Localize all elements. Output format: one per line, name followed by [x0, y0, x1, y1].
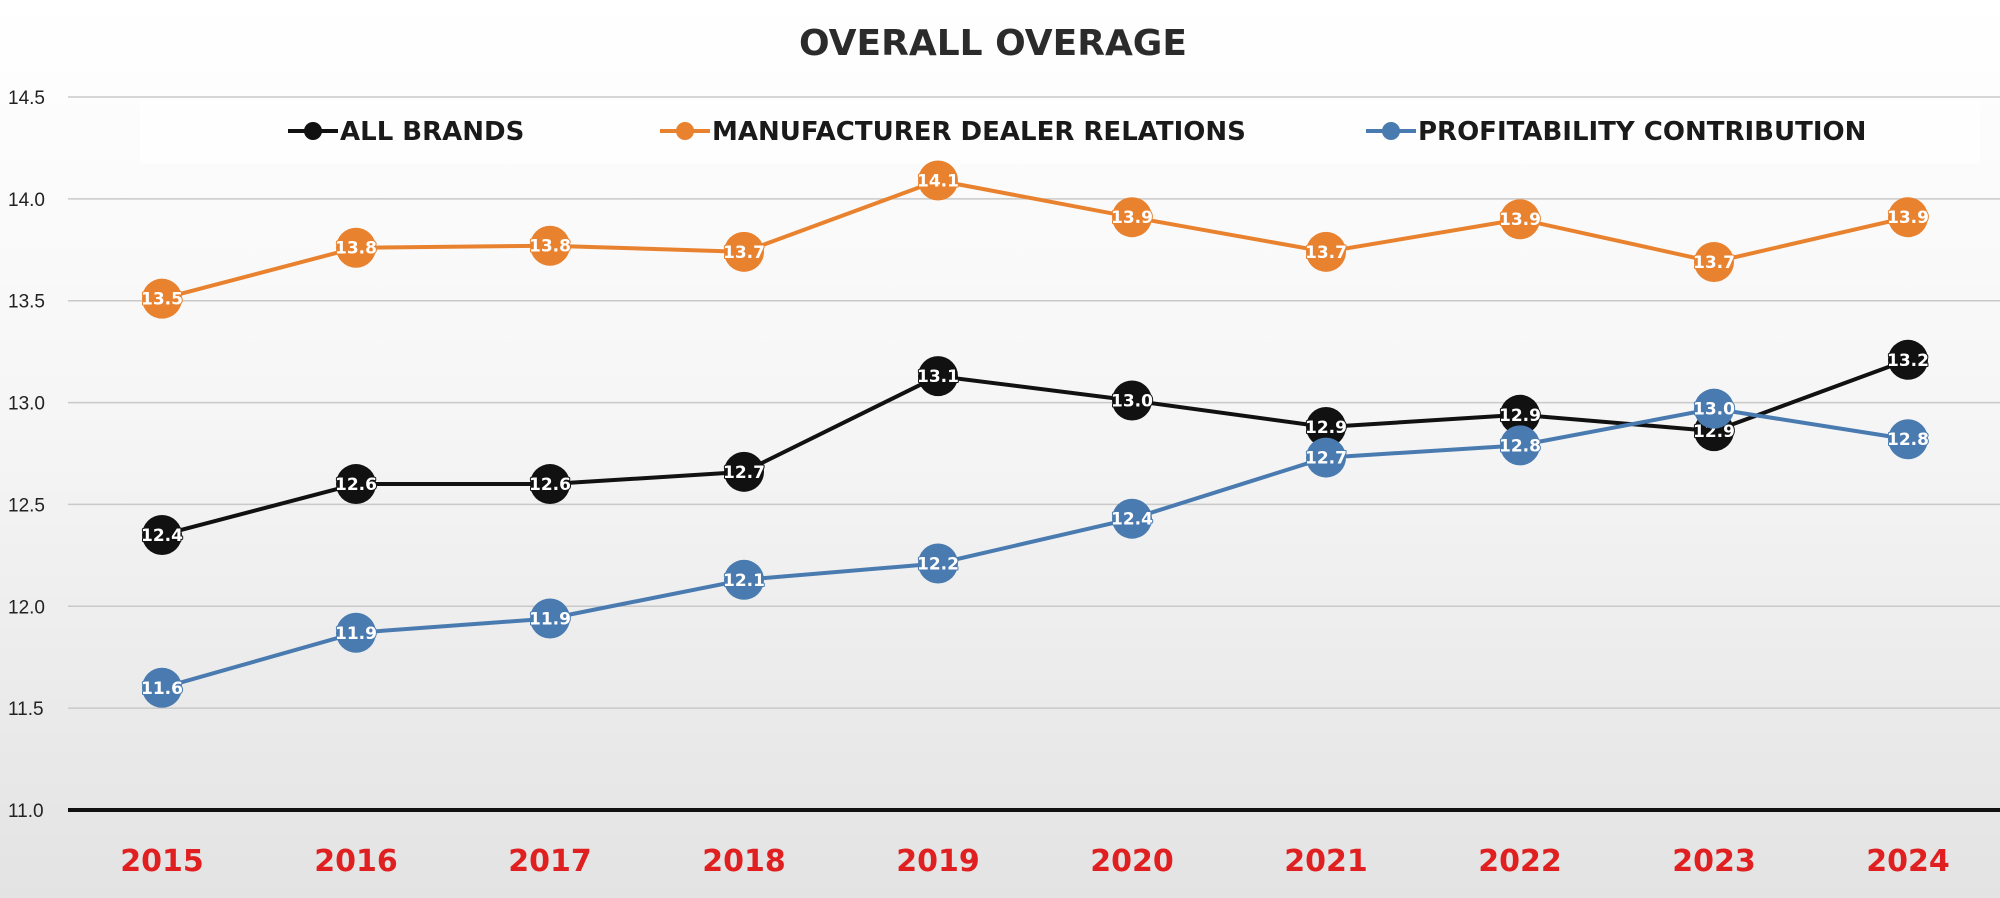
x-tick-label: 2020	[1090, 844, 1174, 879]
chart-title: OVERALL OVERAGE	[799, 23, 1187, 64]
legend-label: ALL BRANDS	[340, 117, 524, 147]
series-group: 11.6 11.9 11.9 12.1 12.2 12.4 12.7 12.8 13.0 12.8	[140, 388, 1930, 708]
y-axis-ticks: 11.0 11.5 12.0 12.5 13.0 13.5 14.0 14.5	[8, 88, 45, 822]
data-point	[1888, 197, 1928, 238]
data-point	[1500, 394, 1540, 435]
series-line	[161, 406, 1909, 690]
data-label: 13.0	[1111, 392, 1153, 412]
data-label: 13.7	[723, 243, 765, 263]
y-tick-label: 12.0	[8, 597, 45, 618]
data-point	[724, 231, 764, 272]
data-point	[724, 559, 764, 600]
data-point	[336, 612, 376, 653]
data-point	[530, 598, 570, 639]
y-tick-label: 14.0	[8, 190, 45, 211]
data-point	[1694, 242, 1734, 283]
data-label: 13.9	[1111, 208, 1153, 228]
data-label: 12.8	[1887, 430, 1929, 450]
data-label: 12.7	[723, 463, 765, 483]
data-label: 13.0	[1693, 400, 1735, 420]
y-tick-label: 12.5	[8, 495, 45, 516]
legend-item: MANUFACTURER DEALER RELATIONS	[660, 117, 1246, 147]
data-label: 12.4	[141, 526, 183, 546]
data-point	[336, 227, 376, 268]
data-point	[1306, 437, 1346, 478]
data-point	[142, 278, 182, 319]
data-label: 13.7	[1305, 243, 1347, 263]
legend-background	[140, 100, 1980, 164]
data-label: 12.6	[529, 475, 571, 495]
series-line	[161, 178, 1909, 301]
data-label: 12.7	[1305, 449, 1347, 469]
data-label: 12.9	[1499, 406, 1541, 426]
data-point	[918, 356, 958, 397]
data-point	[336, 464, 376, 505]
data-point	[1306, 407, 1346, 448]
data-label: 13.5	[141, 290, 183, 310]
y-tick-label: 11.5	[8, 699, 44, 720]
data-label: 13.1	[917, 367, 959, 387]
x-tick-label: 2023	[1672, 844, 1756, 879]
series-group: 13.5 13.8 13.8 13.7 14.1 13.9 13.7 13.9 13.7 13.9	[140, 160, 1930, 319]
data-label: 14.1	[917, 172, 959, 192]
data-point	[530, 225, 570, 266]
data-label: 13.2	[1887, 351, 1929, 371]
data-point	[918, 543, 958, 584]
legend: ALL BRANDS MANUFACTURER DEALER RELATIONS P…	[288, 117, 1866, 147]
data-point	[142, 667, 182, 708]
data-point	[1500, 199, 1540, 240]
data-label: 11.9	[335, 624, 377, 644]
x-tick-label: 2016	[314, 844, 398, 879]
data-label: 12.4	[1111, 510, 1153, 530]
legend-swatch-marker	[1382, 122, 1400, 140]
data-point	[1112, 197, 1152, 238]
data-label: 11.9	[529, 610, 571, 630]
legend-swatch-marker	[676, 122, 694, 140]
data-label: 12.9	[1305, 418, 1347, 438]
x-tick-label: 2022	[1478, 844, 1562, 879]
x-tick-label: 2021	[1284, 844, 1368, 879]
x-tick-label: 2017	[508, 844, 592, 879]
legend-item: PROFITABILITY CONTRIBUTION	[1366, 117, 1866, 147]
x-axis-ticks: 2015 2016 2017 2018 2019 2020 2021 2022 2023 2024	[120, 844, 1950, 879]
legend-swatch-marker	[304, 122, 322, 140]
x-tick-label: 2018	[702, 844, 786, 879]
data-label: 12.6	[335, 475, 377, 495]
data-point	[1112, 498, 1152, 539]
data-label: 13.9	[1499, 210, 1541, 230]
data-point	[1500, 425, 1540, 466]
series-group: 12.412.6 12.612.713.113.012.912.912.913.2	[140, 339, 1930, 555]
data-label: 13.8	[529, 237, 571, 257]
data-point	[142, 514, 182, 555]
series-line	[161, 357, 1909, 537]
y-tick-label: 13.5	[8, 292, 45, 313]
legend-label: MANUFACTURER DEALER RELATIONS	[712, 117, 1246, 147]
series-layer: 12.412.6 12.612.713.113.012.912.912.913.2…	[140, 160, 1930, 708]
legend-item: ALL BRANDS	[288, 117, 524, 147]
x-tick-label: 2024	[1866, 844, 1950, 879]
data-label: 12.8	[1499, 436, 1541, 456]
data-label: 11.6	[141, 679, 183, 699]
data-label: 13.8	[335, 239, 377, 259]
y-tick-label: 13.0	[8, 394, 45, 415]
legend-label: PROFITABILITY CONTRIBUTION	[1418, 117, 1866, 147]
data-label: 13.7	[1693, 253, 1735, 273]
x-tick-label: 2019	[896, 844, 980, 879]
data-label: 12.1	[723, 571, 765, 591]
data-point	[1888, 339, 1928, 380]
data-point	[1306, 231, 1346, 272]
data-label: 12.2	[917, 555, 959, 575]
data-label: 12.9	[1693, 422, 1735, 442]
data-point	[724, 451, 764, 492]
y-tick-label: 14.5	[8, 88, 45, 109]
data-point	[918, 160, 958, 201]
data-label: 13.9	[1887, 208, 1929, 228]
data-point	[1112, 380, 1152, 421]
data-point	[530, 464, 570, 505]
data-point	[1694, 388, 1734, 429]
data-point	[1888, 419, 1928, 460]
y-tick-label: 11.0	[8, 801, 44, 822]
x-tick-label: 2015	[120, 844, 204, 879]
